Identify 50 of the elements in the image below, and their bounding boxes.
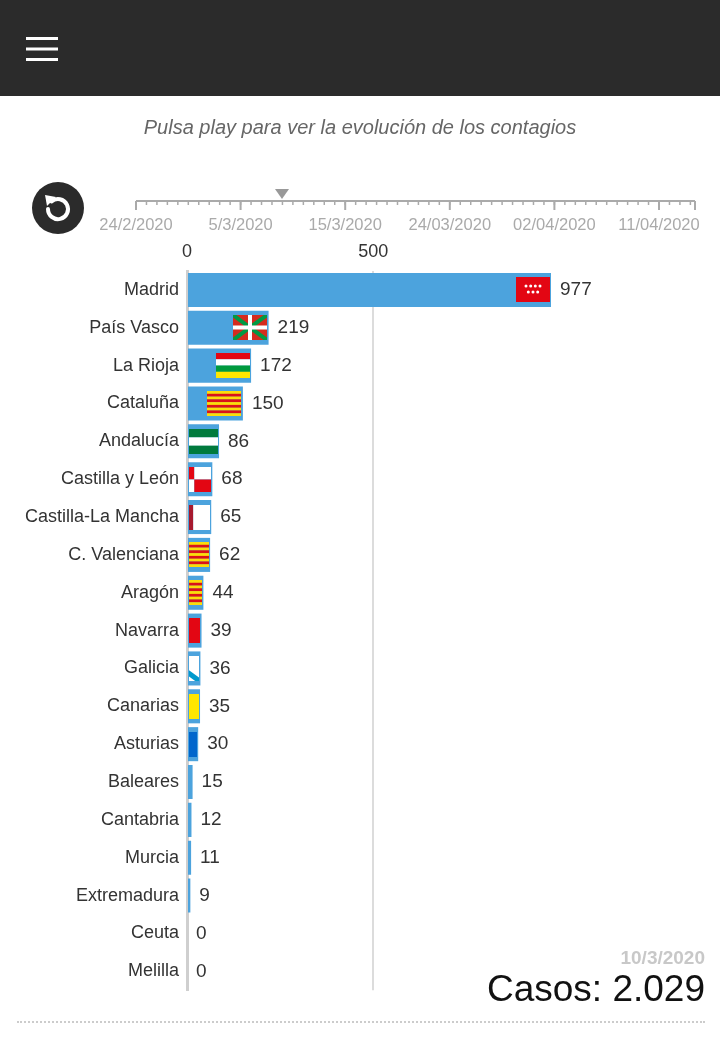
y-tick-label: Cataluña bbox=[106, 392, 180, 413]
y-tick-label: Ceuta bbox=[130, 922, 180, 943]
text: 24/03/2020 bbox=[408, 214, 492, 235]
y-tick-label: Murcia bbox=[124, 846, 180, 867]
y-tick-label: Madrid bbox=[123, 278, 179, 299]
data-label: 35 bbox=[209, 694, 231, 716]
annotation: Casos: 2.029 bbox=[486, 967, 705, 1011]
data-label: 150 bbox=[251, 391, 284, 413]
bar bbox=[188, 272, 551, 307]
data-label: 9 bbox=[199, 883, 210, 905]
y-tick-label: Castilla-La Mancha bbox=[24, 506, 180, 527]
y-tick-label: Galicia bbox=[123, 657, 180, 678]
y-tick-label: La Rioja bbox=[112, 354, 180, 375]
data-label: 68 bbox=[221, 467, 243, 489]
x-tick-label: 500 bbox=[358, 241, 389, 262]
data-label: 15 bbox=[201, 770, 223, 792]
y-tick-label: Asturias bbox=[113, 733, 179, 754]
data-label: 11 bbox=[200, 845, 220, 867]
y-tick-label: Castilla y León bbox=[60, 468, 179, 489]
data-label: 219 bbox=[277, 316, 310, 338]
data-label: 44 bbox=[212, 580, 234, 602]
y-tick-label: Cantabria bbox=[100, 808, 180, 829]
y-tick-label: Aragón bbox=[120, 581, 179, 602]
y-tick-label: Melilla bbox=[127, 960, 180, 981]
chart-subtitle: Pulsa play para ver la evolución de los contagios bbox=[142, 115, 578, 140]
text: 24/2/2020 bbox=[99, 214, 173, 235]
data-label: 65 bbox=[220, 505, 242, 527]
text: 02/04/2020 bbox=[513, 214, 596, 235]
data-label: 0 bbox=[196, 959, 207, 981]
data-label: 39 bbox=[210, 618, 232, 640]
data-label: 62 bbox=[219, 543, 241, 565]
y-tick-label: País Vasco bbox=[89, 316, 179, 337]
data-label: 977 bbox=[560, 278, 592, 300]
y-tick-label: Extremadura bbox=[75, 884, 180, 905]
data-label: 0 bbox=[196, 921, 207, 943]
data-label: 36 bbox=[209, 656, 231, 678]
bar bbox=[188, 764, 193, 800]
text: 15/3/2020 bbox=[308, 214, 382, 235]
text: 5/3/2020 bbox=[208, 214, 273, 235]
bar bbox=[188, 840, 192, 875]
data-label: 12 bbox=[200, 808, 222, 830]
y-tick-label: Andalucía bbox=[98, 430, 180, 451]
data-label: 172 bbox=[260, 353, 292, 375]
data-label: 30 bbox=[207, 732, 229, 754]
y-tick-label: Navarra bbox=[114, 619, 180, 640]
y-tick-label: Baleares bbox=[107, 770, 179, 791]
y-tick-label: C. Valenciana bbox=[68, 543, 180, 564]
data-label: 86 bbox=[228, 429, 250, 451]
y-tick-label: Canarias bbox=[106, 695, 179, 716]
text: 11/04/2020 bbox=[618, 214, 700, 235]
